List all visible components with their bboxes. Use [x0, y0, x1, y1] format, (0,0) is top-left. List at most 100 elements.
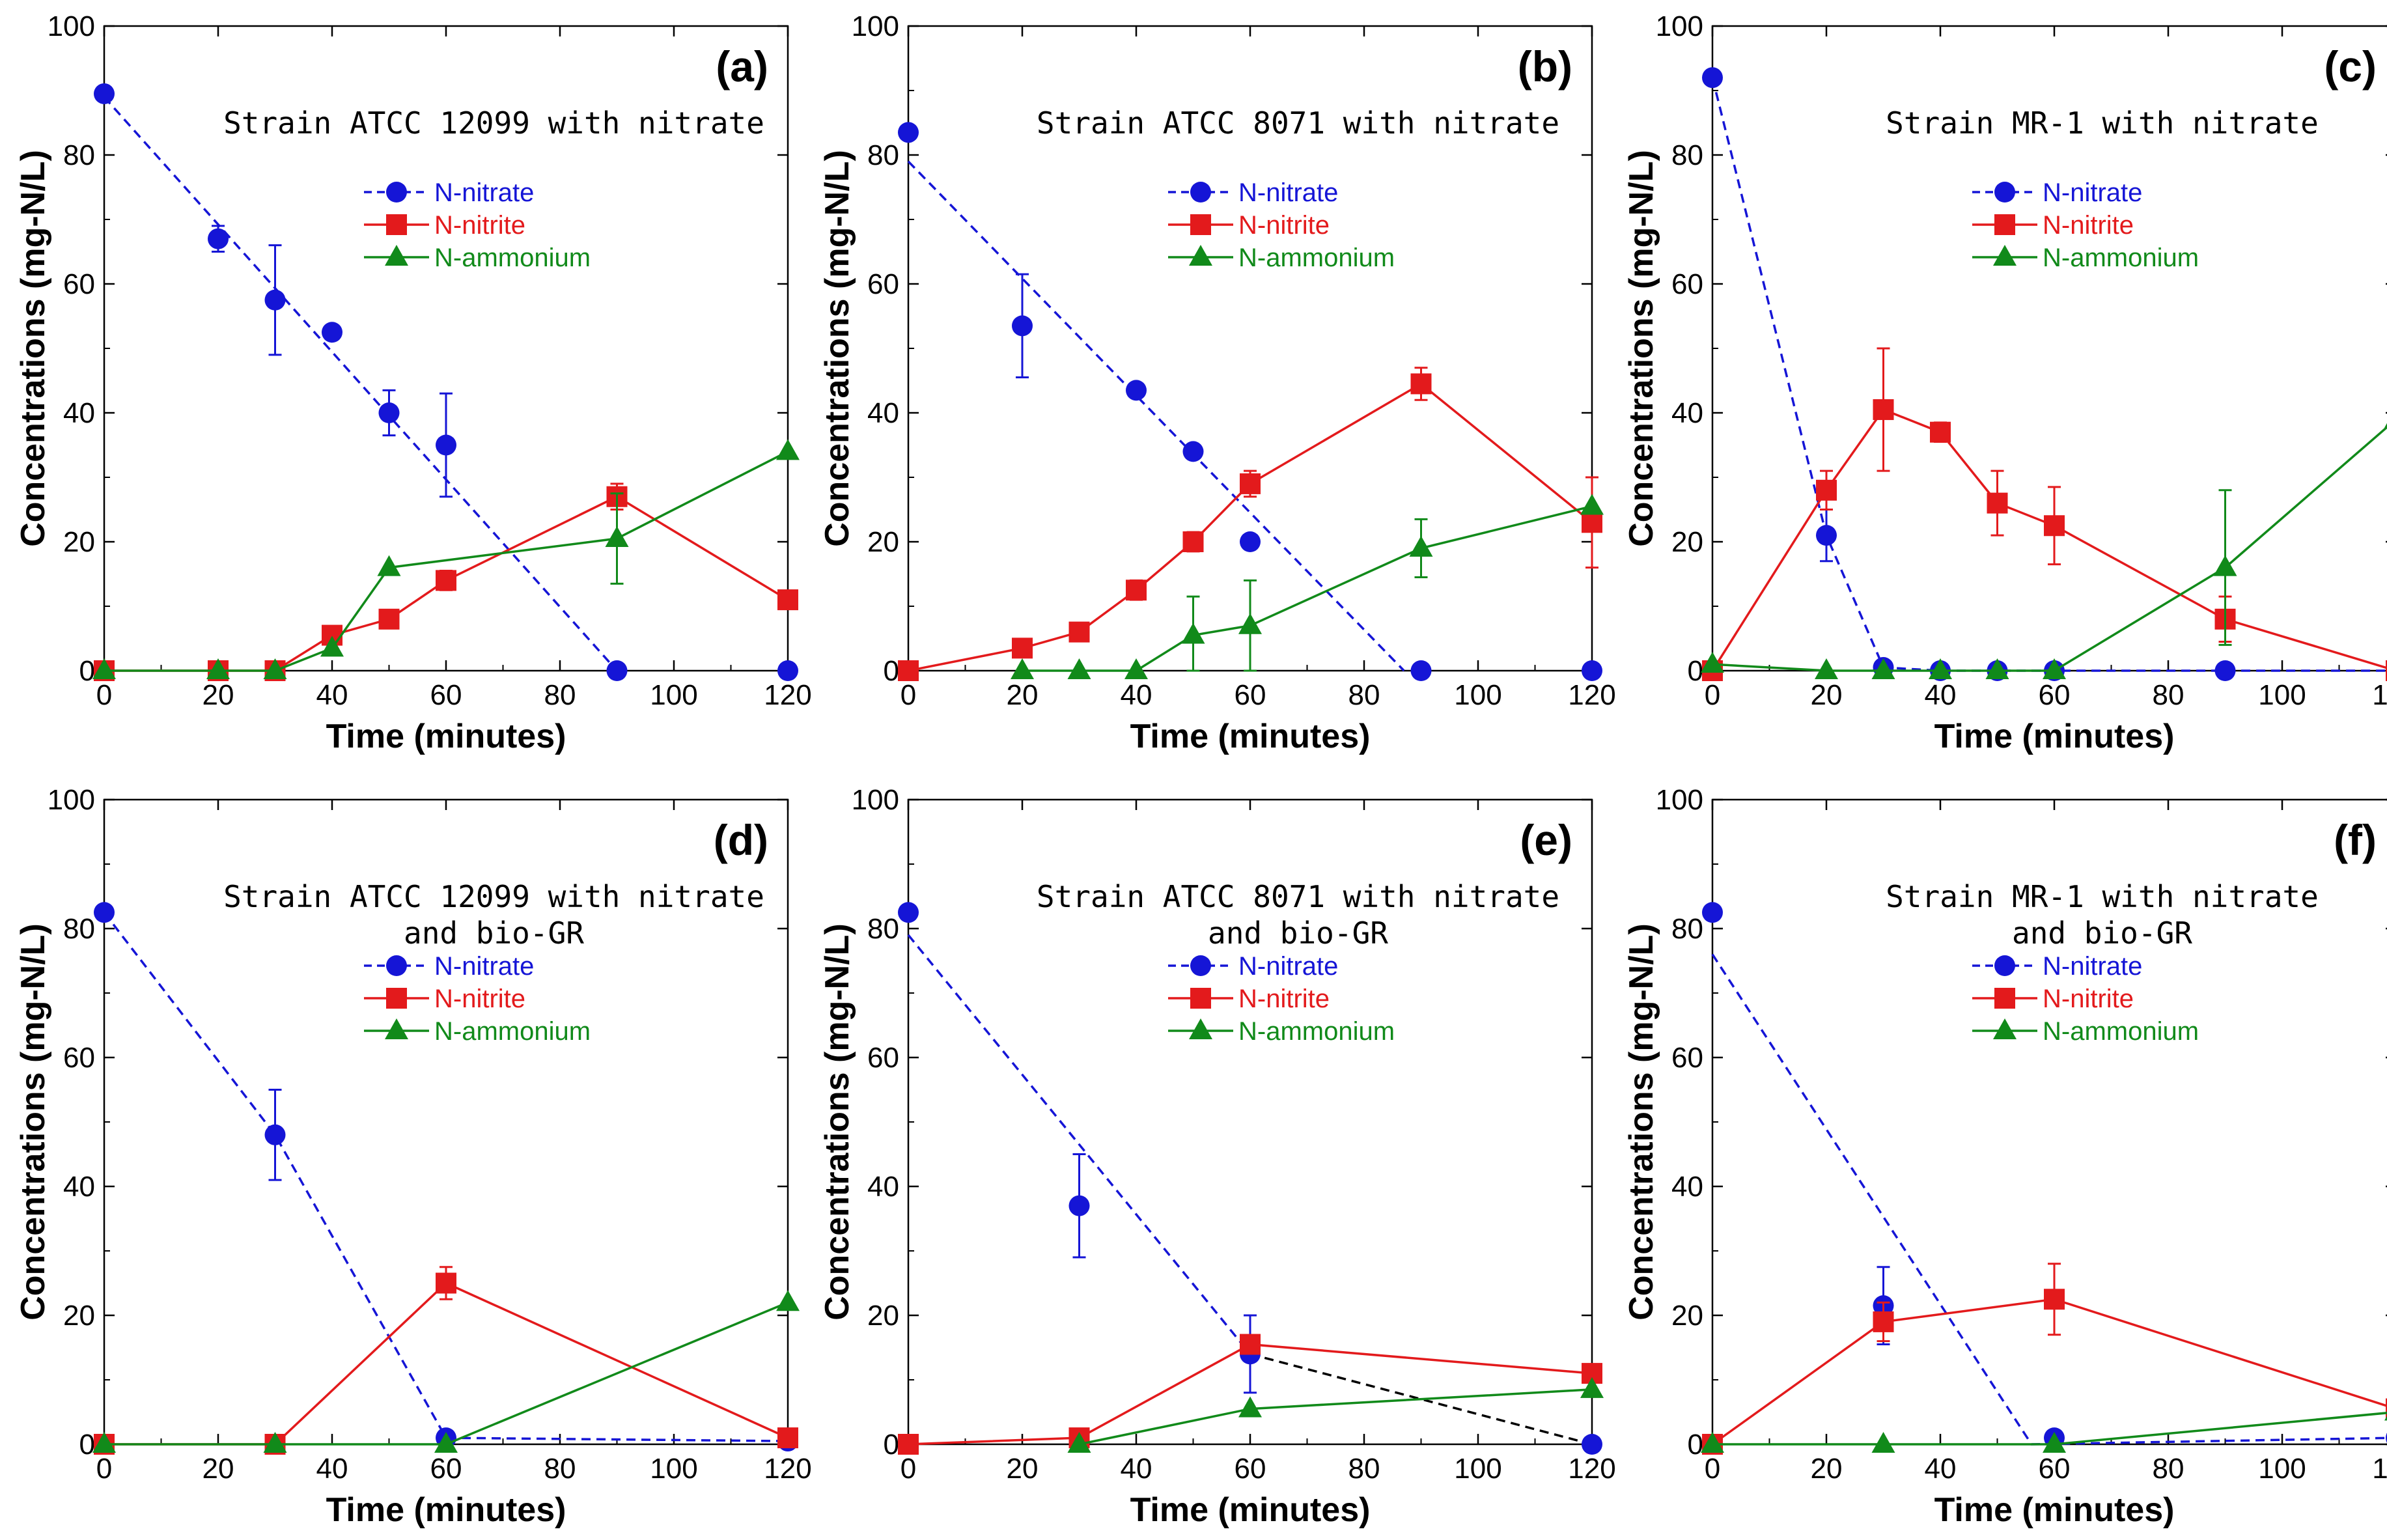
legend-label-ammonium: N-ammonium: [1238, 244, 1395, 272]
panel-title: Strain MR-1 with nitrate: [1886, 105, 2319, 141]
y-tick-label: 80: [63, 913, 95, 945]
series-line-nitrate: [907, 934, 1251, 1355]
series-nitrite: [1702, 1263, 2387, 1455]
data-point-nitrite: [1873, 1311, 1894, 1332]
legend-marker-nitrite: [1994, 214, 2015, 235]
legend-label-nitrate: N-nitrate: [2043, 952, 2142, 981]
legend-label-nitrate: N-nitrate: [2043, 178, 2142, 207]
x-axis-label: Time (minutes): [1934, 1491, 2175, 1529]
x-tick-label: 100: [1454, 1453, 1501, 1485]
data-point-ammonium: [2384, 423, 2387, 428]
y-tick-label: 100: [48, 10, 95, 42]
y-tick-label: 80: [867, 139, 899, 171]
legend: N-nitrate N-nitrite N-ammonium: [364, 178, 591, 272]
panel-letter: (b): [1518, 42, 1572, 91]
data-point-ammonium: [92, 1432, 116, 1453]
panel-title: and bio-GR: [2012, 916, 2192, 951]
x-tick-label: 0: [1705, 1453, 1720, 1485]
y-axis-label: Concentrations (mg-N/L): [818, 923, 856, 1321]
y-tick-label: 0: [884, 655, 899, 687]
y-tick-label: 40: [1671, 397, 1703, 429]
series-line-ammonium: [1079, 1388, 1593, 1446]
y-axis-label: Concentrations (mg-N/L): [1623, 923, 1660, 1321]
series-ammonium: [92, 1290, 800, 1453]
legend-marker-nitrate: [386, 182, 407, 203]
legend-marker-nitrite: [1994, 988, 2015, 1009]
data-point-nitrite: [777, 1427, 798, 1449]
x-tick-label: 0: [96, 1453, 112, 1485]
data-point-nitrate: [436, 434, 456, 456]
data-point-ammonium: [1929, 658, 1952, 679]
x-tick-label: 60: [2039, 679, 2071, 711]
data-point-nitrite: [2386, 1398, 2387, 1420]
data-point-ammonium: [1985, 658, 2009, 679]
y-tick-label: 80: [1671, 913, 1703, 945]
legend-label-ammonium: N-ammonium: [2043, 244, 2199, 272]
y-tick-label: 0: [884, 1429, 899, 1461]
x-tick-label: 80: [544, 679, 576, 711]
x-tick-label: 40: [316, 679, 348, 711]
x-tick-label: 60: [430, 679, 462, 711]
data-point-nitrate: [94, 83, 115, 104]
series-nitrate: [1702, 67, 2387, 681]
y-tick-label: 60: [867, 1042, 899, 1074]
legend-marker-nitrate: [1190, 182, 1211, 203]
x-tick-label: 40: [1121, 1453, 1152, 1485]
y-tick-label: 20: [867, 526, 899, 558]
y-tick-label: 80: [63, 139, 95, 171]
data-point-nitrite: [378, 608, 400, 630]
x-tick-label: 0: [1705, 679, 1720, 711]
x-tick-label: 100: [2258, 1453, 2306, 1485]
legend: N-nitrate N-nitrite N-ammonium: [1972, 178, 2199, 272]
series-nitrite: [898, 367, 1602, 681]
data-point-nitrite: [1126, 580, 1147, 601]
y-tick-label: 20: [1671, 1300, 1703, 1332]
legend-marker-ammonium: [385, 245, 408, 266]
data-point-ammonium: [263, 1432, 287, 1453]
data-point-ammonium: [776, 1290, 800, 1311]
data-point-ammonium: [776, 439, 800, 460]
data-point-nitrate: [1240, 531, 1261, 552]
data-point-ammonium: [92, 658, 116, 679]
legend: N-nitrate N-nitrite N-ammonium: [1972, 952, 2199, 1046]
series-ammonium: [1701, 1412, 2387, 1453]
legend-label-ammonium: N-ammonium: [434, 244, 591, 272]
legend-marker-nitrate: [1994, 182, 2015, 203]
data-point-nitrite: [1012, 637, 1033, 659]
legend-marker-ammonium: [1993, 245, 2017, 266]
data-point-nitrate: [1068, 1195, 1090, 1216]
data-point-nitrite: [1240, 1334, 1261, 1355]
x-tick-label: 80: [1348, 1453, 1380, 1485]
x-tick-label: 120: [1568, 1453, 1615, 1485]
data-point-ammonium: [263, 658, 287, 679]
legend-label-nitrite: N-nitrite: [434, 985, 525, 1013]
x-tick-label: 40: [1925, 679, 1957, 711]
data-point-ammonium: [2043, 1432, 2066, 1453]
data-point-nitrate: [1816, 525, 1837, 546]
series-line-ammonium: [1712, 425, 2387, 672]
legend-marker-nitrite: [1190, 214, 1211, 235]
data-point-ammonium: [1238, 613, 1262, 634]
x-tick-label: 20: [1811, 679, 1843, 711]
series-line-nitrate: [103, 912, 789, 1442]
data-point-nitrite: [1816, 479, 1837, 501]
x-tick-label: 20: [1811, 1453, 1843, 1485]
legend-marker-nitrate: [1994, 955, 2015, 976]
data-point-nitrate: [606, 660, 628, 681]
x-tick-label: 80: [2153, 679, 2185, 711]
y-tick-label: 0: [1688, 655, 1703, 687]
chart-panel-d: 0 20 40 60 80 100 120 0 20 40 60 80 100 Time (minutes…: [14, 784, 812, 1529]
data-point-nitrate: [1126, 380, 1147, 401]
panel-letter: (d): [714, 816, 768, 864]
legend-label-ammonium: N-ammonium: [1238, 1017, 1395, 1046]
data-point-nitrate: [1702, 67, 1723, 89]
chart-panel-e: 0 20 40 60 80 100 120 0 20 40 60 80 100 Time (minutes…: [818, 784, 1616, 1529]
data-point-nitrite: [2044, 1289, 2065, 1310]
y-tick-label: 60: [867, 268, 899, 300]
series-nitrite: [94, 483, 798, 681]
legend-label-ammonium: N-ammonium: [434, 1017, 591, 1046]
x-tick-label: 80: [544, 1453, 576, 1485]
x-tick-label: 40: [316, 1453, 348, 1485]
data-point-ammonium: [1871, 658, 1895, 679]
